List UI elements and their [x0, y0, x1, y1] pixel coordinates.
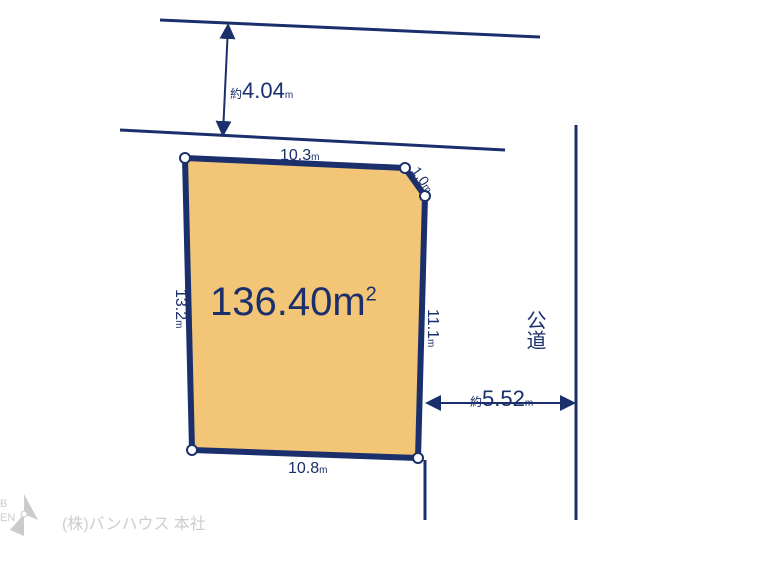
- watermark-b: B: [0, 498, 7, 510]
- area-unit: m: [332, 280, 365, 324]
- dim-right: 11.1m: [423, 309, 441, 347]
- corner-marker: [187, 445, 197, 455]
- watermark-en: EN: [0, 512, 15, 524]
- ref-line-upper-road: [160, 20, 540, 37]
- dim-top: 10.3m: [280, 147, 319, 165]
- dim-bottom: 10.8m: [288, 460, 327, 478]
- corner-marker: [180, 153, 190, 163]
- lot-diagram: [0, 0, 760, 570]
- area-value: 136.40: [210, 280, 332, 324]
- dim-road-width: 約5.52m: [470, 386, 533, 412]
- road-label: 公道: [520, 310, 549, 350]
- corner-marker: [413, 453, 423, 463]
- dim-left: 13.2m: [171, 289, 189, 328]
- setback-arrow: [223, 27, 228, 133]
- watermark-text: (株)バンハウス 本社: [62, 510, 206, 534]
- dim-setback: 約4.04m: [230, 78, 293, 104]
- area-sup: 2: [366, 284, 377, 306]
- area-label: 136.40m2: [210, 280, 377, 325]
